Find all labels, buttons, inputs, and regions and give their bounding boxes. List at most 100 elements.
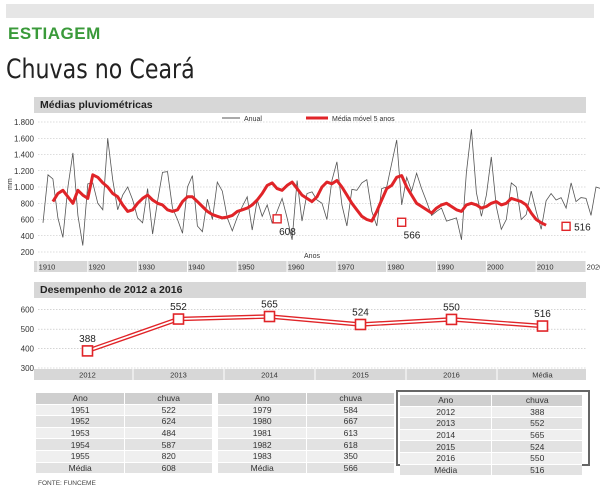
table-header-cell: Ano (400, 394, 493, 407)
chart1-xtick-label: 2000 (487, 263, 504, 272)
table-cell: 584 (306, 403, 394, 416)
table-2012-2016: Ano chuva 2012 388 2013 552 2014 565 2015 524 2016… (400, 394, 582, 476)
table-1980s: Ano chuva 1979 584 1980 667 1981 613 1982 618 1983… (218, 392, 394, 474)
chart1-marker (272, 214, 282, 224)
chart2-series-line-inner (87, 315, 543, 352)
table-header-row: Ano chuva (36, 392, 212, 405)
chart1-ytick-label: 1.400 (14, 151, 35, 160)
chart1-ytick-label: 800 (21, 199, 35, 208)
table-header-cell: Ano (36, 392, 126, 405)
table-cell: 550 (491, 451, 582, 465)
chart1-marker (561, 221, 571, 232)
table-cell: 350 (306, 449, 394, 463)
chart2-point-marker (445, 313, 458, 326)
table-header-cell: Ano (218, 392, 308, 405)
chart2-category-label: 2016 (443, 371, 460, 380)
table-cell: 1979 (218, 403, 308, 416)
chart2-data-label: 524 (352, 307, 369, 318)
table-row: Média 566 (218, 461, 394, 474)
chart1-ytick-label: 1.200 (14, 167, 35, 176)
chart1-ytick-label: 600 (21, 216, 35, 225)
table-cell: 2012 (400, 405, 493, 418)
table-row: 2016 550 (400, 451, 582, 465)
table-row: 1980 667 (218, 415, 394, 428)
table-row: 1953 484 (36, 426, 212, 439)
chart2-data-label: 550 (443, 302, 460, 313)
table-cell: 587 (124, 438, 212, 451)
chart1-xtick-label: 1960 (288, 263, 305, 272)
chart1-xtick-label: 1920 (88, 263, 105, 272)
table-cell: 667 (306, 415, 394, 428)
table-row: 2012 388 (400, 405, 582, 418)
table-cell: 2016 (400, 451, 493, 465)
chart1-xtick-label: 1940 (188, 263, 205, 272)
table-cell: Média (36, 461, 126, 474)
chart2-point-marker (81, 345, 94, 357)
table-cell: 618 (306, 438, 394, 451)
chart2-point-marker (263, 310, 276, 323)
chart1-xlabel: Anos (304, 253, 320, 260)
table-cell: 820 (124, 449, 212, 463)
table-cell: 2013 (400, 417, 493, 430)
table-cell: 624 (124, 415, 212, 428)
legend-moving-label: Média móvel 5 anos (332, 116, 395, 123)
table-cell: 565 (491, 428, 582, 441)
chart2-category-label: 2015 (352, 371, 369, 380)
table-row: Média 516 (400, 463, 582, 476)
chart1-xtick-label: 1910 (39, 263, 56, 272)
chart1-ytick-label: 200 (21, 248, 35, 257)
chart1-header-bar (34, 97, 586, 113)
chart1-annotation-label: 516 (574, 222, 591, 233)
table-row: 1955 820 (36, 449, 212, 463)
table-row: 2014 565 (400, 428, 582, 441)
table-cell: Média (218, 461, 308, 474)
chart2-category-label: Média (532, 371, 553, 380)
chart1-annotation-label: 566 (404, 230, 421, 241)
table-row: 2015 524 (400, 440, 582, 453)
chart2-data-label: 388 (79, 334, 96, 345)
chart2-point-marker (172, 313, 185, 325)
table-1950s: Ano chuva 1951 522 1952 624 1953 484 1954 587 1955… (36, 392, 212, 474)
chart2-title: Desempenho de 2012 a 2016 (40, 284, 183, 296)
table-row: 1983 350 (218, 449, 394, 463)
chart2-point-marker (536, 320, 549, 332)
table-header-cell: chuva (124, 392, 212, 405)
chart2-ytick-label: 400 (21, 345, 35, 354)
chart1-xtick-label: 1990 (437, 263, 454, 272)
table-cell: 566 (306, 461, 394, 474)
table-cell: 484 (124, 426, 212, 439)
chart1-xtick-label: 2010 (537, 263, 554, 272)
table-header-cell: chuva (306, 392, 394, 405)
source-note: FONTE: FUNCEME (38, 480, 96, 487)
table-cell: 1955 (36, 449, 126, 463)
table-cell: 1952 (36, 415, 126, 428)
table-cell: 1954 (36, 438, 126, 451)
table-cell: 608 (124, 461, 212, 474)
table-cell: 2014 (400, 428, 493, 441)
table-header-cell: chuva (491, 394, 582, 407)
chart2-data-label: 516 (534, 309, 551, 320)
chart2-data-label: 552 (170, 302, 187, 313)
top-decoration-bar (6, 4, 594, 18)
table-header-row: Ano chuva (400, 394, 582, 407)
table-row: 1952 624 (36, 415, 212, 428)
table-row: 1951 522 (36, 403, 212, 416)
chart1-ytick-label: 1.600 (14, 134, 35, 143)
chart2-category-label: 2014 (261, 371, 278, 380)
table-cell: 388 (491, 405, 582, 418)
chart2-category-label: 2012 (79, 371, 96, 380)
chart1-marker (396, 217, 407, 227)
table-cell: 1951 (36, 403, 126, 416)
chart1-xaxis-band (34, 261, 586, 272)
legend-annual-label: Anual (244, 116, 262, 123)
page-title: Chuvas no Ceará (6, 54, 195, 85)
series-moving-average-line (51, 173, 547, 227)
table-cell: 2015 (400, 440, 493, 453)
table-cell: 1980 (218, 415, 308, 428)
chart2-header-bar (34, 282, 586, 298)
chart1-ylabel: mm (7, 178, 14, 190)
table-cell: 613 (306, 426, 394, 439)
chart1-ytick-label: 1.800 (14, 118, 35, 127)
table-cell: 516 (491, 463, 582, 476)
